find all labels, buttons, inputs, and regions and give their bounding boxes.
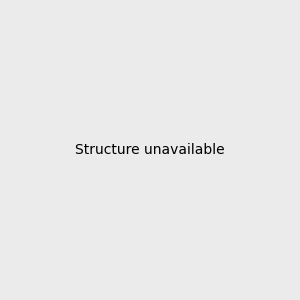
Text: Structure unavailable: Structure unavailable bbox=[75, 143, 225, 157]
